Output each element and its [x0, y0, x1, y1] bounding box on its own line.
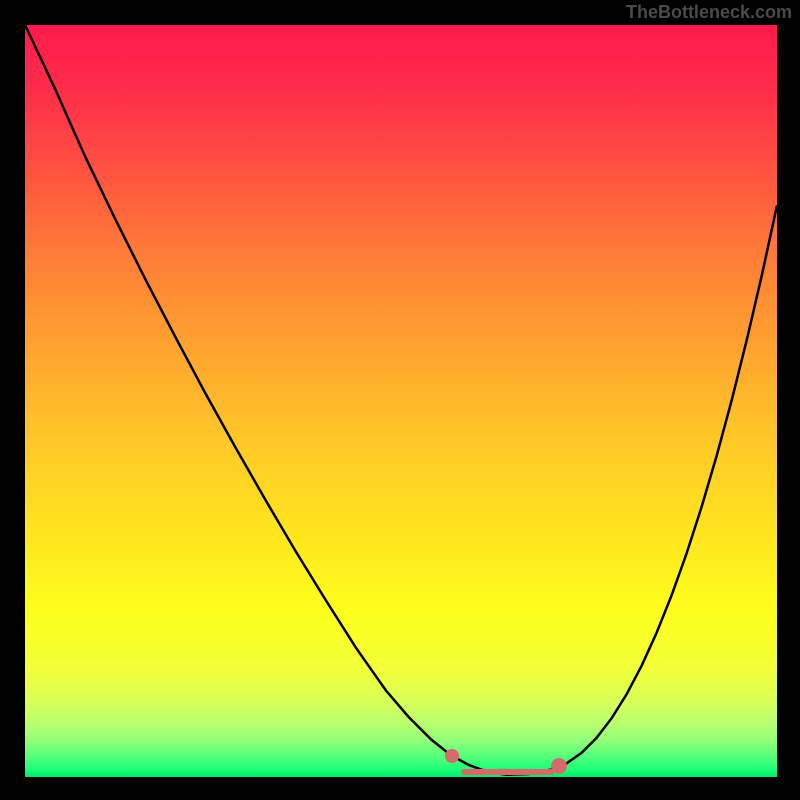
bottleneck-chart	[25, 25, 777, 777]
optimal-range-marker	[461, 769, 554, 775]
bottleneck-curve	[25, 25, 777, 777]
watermark-text: TheBottleneck.com	[626, 2, 792, 23]
optimal-right-dot	[551, 758, 567, 774]
optimal-left-dot	[445, 749, 459, 763]
